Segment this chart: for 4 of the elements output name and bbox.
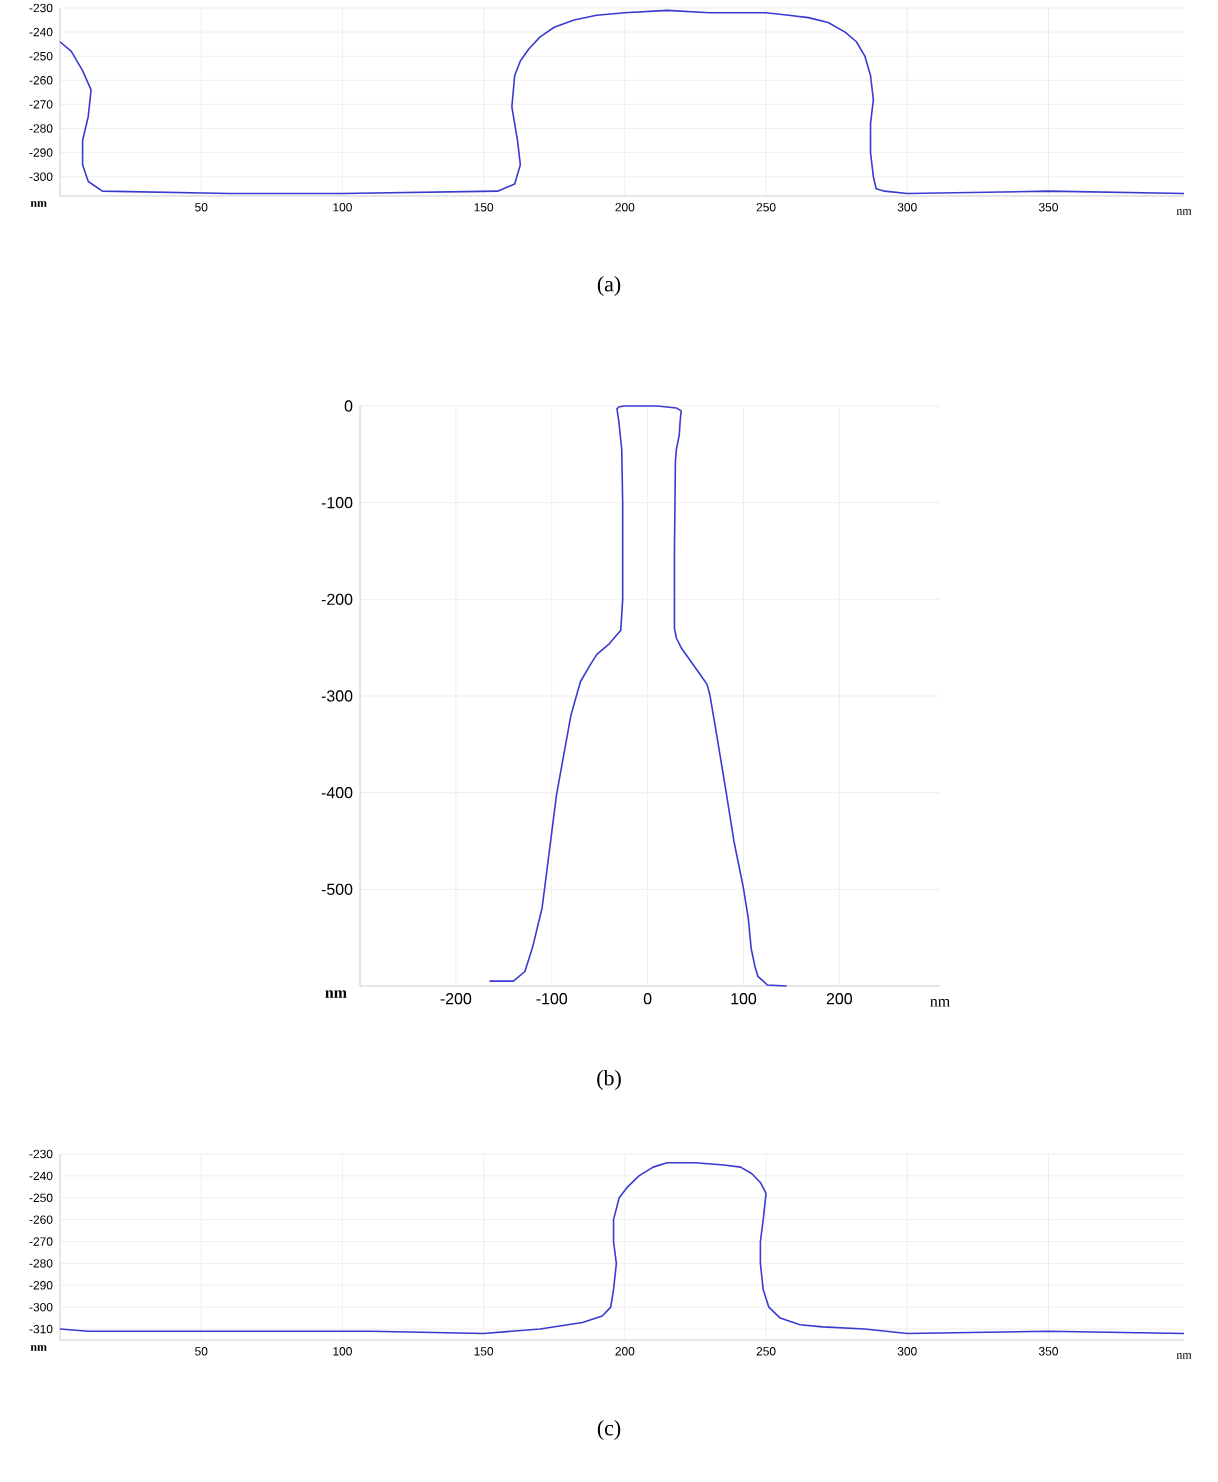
line-series	[59, 9, 1185, 195]
text: (b)	[597, 1070, 621, 1090]
text: (c)	[597, 1420, 621, 1440]
text: (a)	[597, 276, 621, 296]
